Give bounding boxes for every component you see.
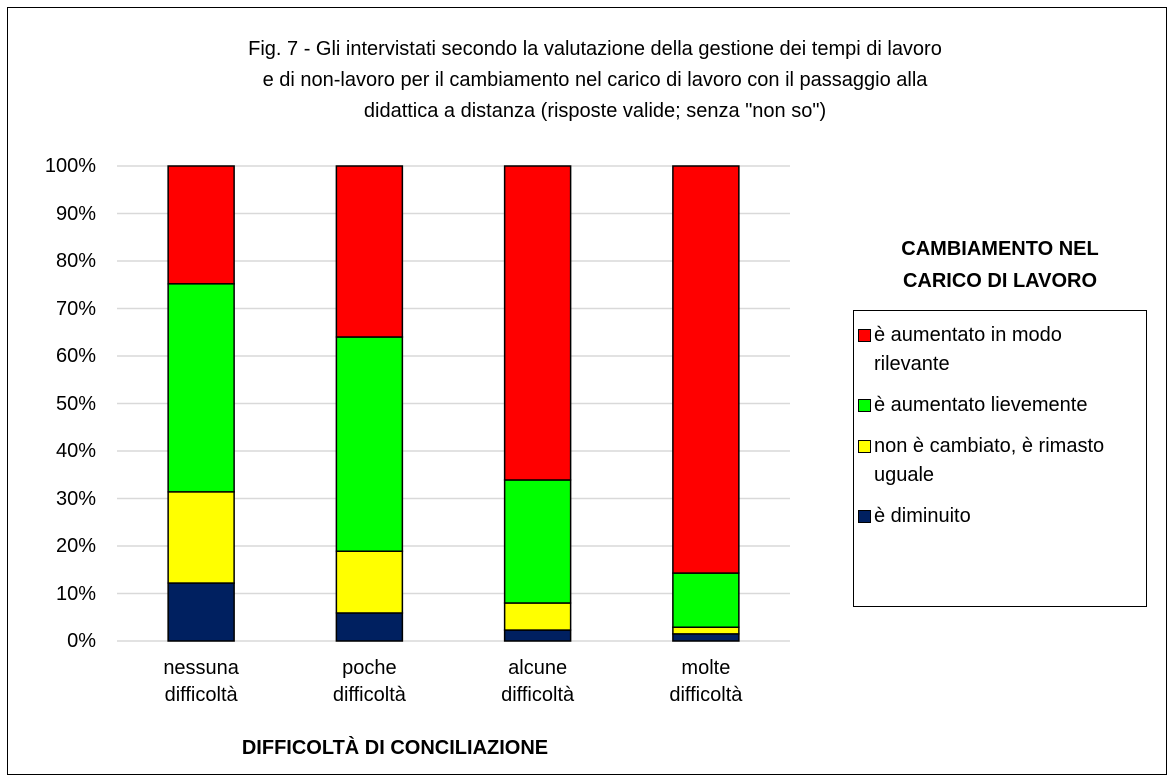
x-tick-label: nessuna difficoltà [163,657,239,706]
y-tick-label: 70% [55,297,96,320]
bar-segment [167,283,235,493]
bar-segment [672,633,740,642]
legend-swatch [858,399,871,412]
y-tick-label: 80% [55,250,96,272]
legend-swatch [858,329,871,342]
legend-label: è diminuito [874,505,971,527]
y-tick-label: 10% [55,582,96,605]
bar-segment [167,582,235,642]
bar-segment [672,626,740,635]
legend: è aumentato in modo rilevante è aumentato… [853,310,1147,607]
legend-item: non è cambiato, è rimasto uguale [858,432,1140,490]
bar-segment [335,550,404,614]
legend-item: è diminuito [858,502,1140,531]
chart-title: Fig. 7 - Gli intervistati secondo la val… [248,38,942,122]
chart-frame [7,7,1167,775]
x-tick-label: alcune difficoltà [501,657,575,706]
legend-label: è aumentato lievemente [874,394,1088,416]
y-tick-label: 50% [55,392,96,415]
bar-segment [672,165,740,574]
x-axis-title: DIFFICOLTÀ DI CONCILIAZIONE [241,737,549,759]
bar-segment [503,602,572,631]
bar-segment [335,336,404,552]
legend-label: è aumentato in modo rilevante [874,324,1062,375]
y-tick-label: 30% [55,487,96,510]
bar-segment [503,165,572,481]
legend-item: è aumentato in modo rilevante [858,321,1140,379]
y-tick-label: 90% [55,202,96,225]
legend-swatch [858,440,871,453]
y-tick-label: 0% [67,630,96,652]
y-tick-label: 100% [44,155,96,177]
bar-segment [167,491,235,584]
legend-swatch [858,510,871,523]
y-tick-label: 60% [55,345,96,367]
legend-item: è aumentato lievemente [858,391,1140,420]
y-tick-label: 20% [55,535,96,557]
legend-label: non è cambiato, è rimasto uguale [874,435,1105,486]
x-tick-label: molte difficoltà [669,657,743,706]
bar-segment [167,165,235,285]
legend-title: CAMBIAMENTO NEL CARICO DI LAVORO [901,238,1099,292]
bar-segment [335,165,404,338]
bar-segment [503,479,572,604]
bar-segment [335,612,404,642]
bar-segment [503,629,572,642]
bar-segment [672,572,740,628]
x-tick-label: poche difficoltà [332,657,406,706]
y-tick-label: 40% [55,440,96,462]
